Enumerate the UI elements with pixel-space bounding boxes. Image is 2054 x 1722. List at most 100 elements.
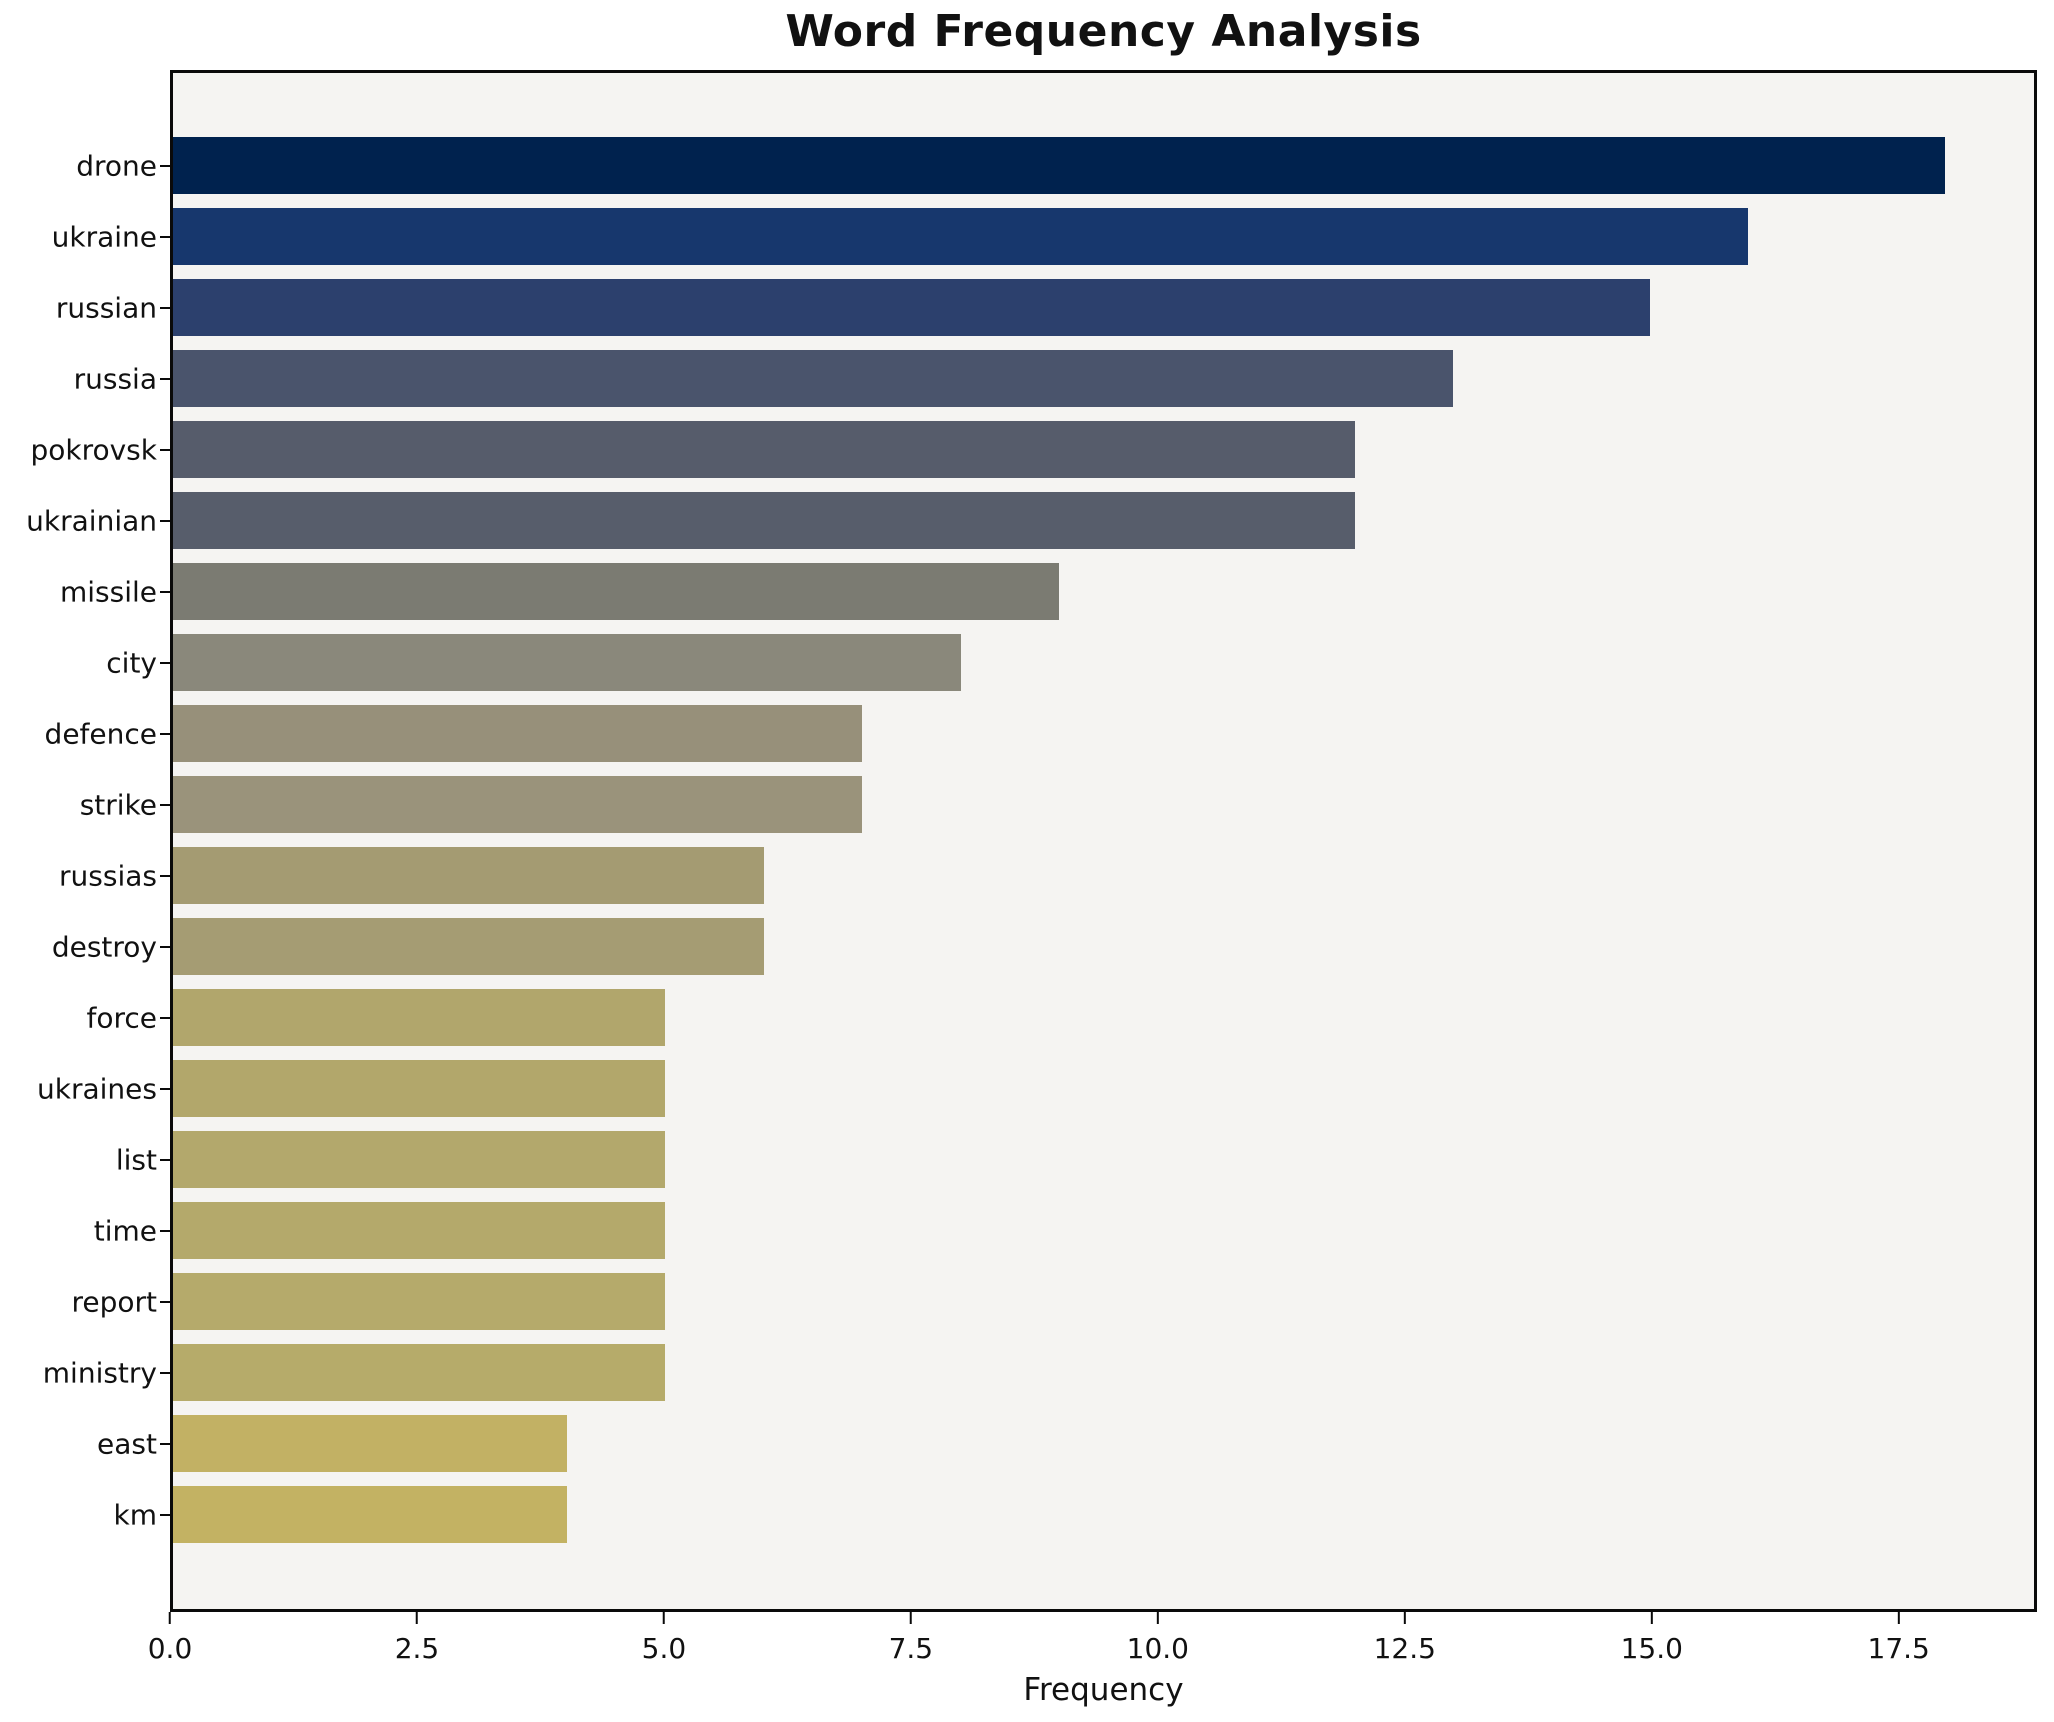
y-tick-mark: [160, 1158, 170, 1161]
category-label: ukraines: [37, 1072, 157, 1105]
x-tick-mark: [1156, 1612, 1159, 1624]
category-label: missile: [59, 575, 157, 608]
bar-row: strike: [80, 776, 2034, 833]
x-tick-mark: [1650, 1612, 1653, 1624]
y-tick-mark: [160, 306, 170, 309]
bar: [173, 705, 863, 762]
plot-area: drone ukraine russian russia pokrovsk ukraini…: [26, 70, 2037, 1612]
bar: [173, 279, 1650, 336]
x-tick-label: 5.0: [641, 1632, 687, 1665]
bar-row: russian: [56, 279, 2034, 336]
category-label: russias: [59, 859, 157, 892]
y-tick-mark: [160, 377, 170, 380]
category-label: report: [71, 1285, 157, 1318]
x-tick-mark: [169, 1612, 171, 1624]
x-tick-mark: [662, 1612, 665, 1624]
bar-row: russias: [59, 847, 2034, 904]
y-tick-mark: [160, 235, 170, 238]
bar-row: russia: [74, 350, 2034, 407]
bar-row: ukrainian: [26, 492, 2034, 549]
x-axis: 0.0 2.5 5.0 7.5 10.0 12.5 15.0 17.5: [148, 1612, 2037, 1672]
y-tick-mark: [160, 448, 170, 451]
x-tick: 17.5: [1868, 1612, 1930, 1665]
y-tick-mark: [160, 1513, 170, 1516]
x-tick: 7.5: [889, 1612, 933, 1665]
y-tick-mark: [160, 874, 170, 877]
x-tick-label: 10.0: [1126, 1632, 1189, 1665]
category-label: defence: [44, 717, 157, 750]
category-label: russian: [55, 291, 157, 324]
bar: [173, 1273, 666, 1330]
category-label: list: [115, 1143, 157, 1176]
x-tick-mark: [1403, 1612, 1406, 1624]
bar-row: destroy: [52, 918, 2034, 975]
bar-row: list: [116, 1131, 2034, 1188]
x-tick-label: 2.5: [394, 1632, 440, 1665]
y-tick-mark: [160, 1442, 170, 1445]
bar-row: time: [94, 1202, 2034, 1259]
x-tick: 2.5: [394, 1612, 440, 1665]
y-tick-mark: [160, 1371, 170, 1374]
bar: [173, 776, 863, 833]
bar: [173, 634, 961, 691]
bar-row: ministry: [43, 1344, 2034, 1401]
x-tick-label: 0.0: [147, 1632, 193, 1665]
bar: [173, 421, 1355, 478]
y-tick-mark: [160, 945, 170, 948]
bar: [173, 1202, 666, 1259]
bar-row: missile: [60, 563, 2034, 620]
x-tick: 12.5: [1374, 1612, 1436, 1665]
bar: [173, 208, 1749, 265]
bars-container: drone ukraine russian russia pokrovsk ukraini…: [26, 73, 2034, 1609]
x-tick: 5.0: [641, 1612, 687, 1665]
y-tick-mark: [160, 1087, 170, 1090]
x-axis-label: Frequency: [1023, 1672, 1184, 1708]
category-label: drone: [76, 149, 157, 182]
bar-row: drone: [76, 137, 2034, 194]
y-tick-mark: [160, 1229, 170, 1232]
bar: [173, 1486, 567, 1543]
x-tick-mark: [909, 1612, 912, 1624]
bar-row: km: [114, 1486, 2034, 1543]
x-tick-label: 12.5: [1373, 1632, 1436, 1665]
x-tick-mark: [415, 1612, 418, 1624]
chart-title: Word Frequency Analysis: [785, 6, 1422, 57]
category-label: east: [97, 1427, 157, 1460]
bar: [173, 492, 1355, 549]
category-label: time: [93, 1214, 157, 1247]
category-label: destroy: [51, 930, 157, 963]
bar: [173, 563, 1060, 620]
x-tick: 0.0: [147, 1612, 193, 1665]
category-label: km: [113, 1498, 158, 1531]
x-tick: 10.0: [1127, 1612, 1189, 1665]
bar-row: ukraines: [37, 1060, 2034, 1117]
y-tick-mark: [160, 590, 170, 593]
bar: [173, 350, 1454, 407]
category-label: city: [106, 646, 157, 679]
bar-row: report: [71, 1273, 2034, 1330]
y-tick-mark: [160, 803, 170, 806]
bar: [173, 1131, 666, 1188]
category-label: ukrainian: [26, 504, 157, 537]
bar: [173, 1060, 666, 1117]
bar-row: force: [86, 989, 2034, 1046]
category-label: pokrovsk: [30, 433, 157, 466]
bar: [173, 989, 666, 1046]
category-label: ukraine: [51, 220, 157, 253]
category-label: ministry: [42, 1356, 157, 1389]
y-tick-mark: [160, 519, 170, 522]
x-tick-label: 17.5: [1867, 1632, 1930, 1665]
bar: [173, 1415, 567, 1472]
y-tick-mark: [160, 164, 170, 167]
y-tick-mark: [160, 1300, 170, 1303]
bar-row: east: [97, 1415, 2034, 1472]
y-tick-mark: [160, 732, 170, 735]
y-tick-mark: [160, 661, 170, 664]
x-tick-mark: [1897, 1612, 1900, 1624]
x-tick: 15.0: [1621, 1612, 1683, 1665]
bar: [173, 1344, 666, 1401]
x-tick-label: 15.0: [1620, 1632, 1683, 1665]
bar-row: defence: [45, 705, 2034, 762]
category-label: force: [86, 1001, 157, 1034]
